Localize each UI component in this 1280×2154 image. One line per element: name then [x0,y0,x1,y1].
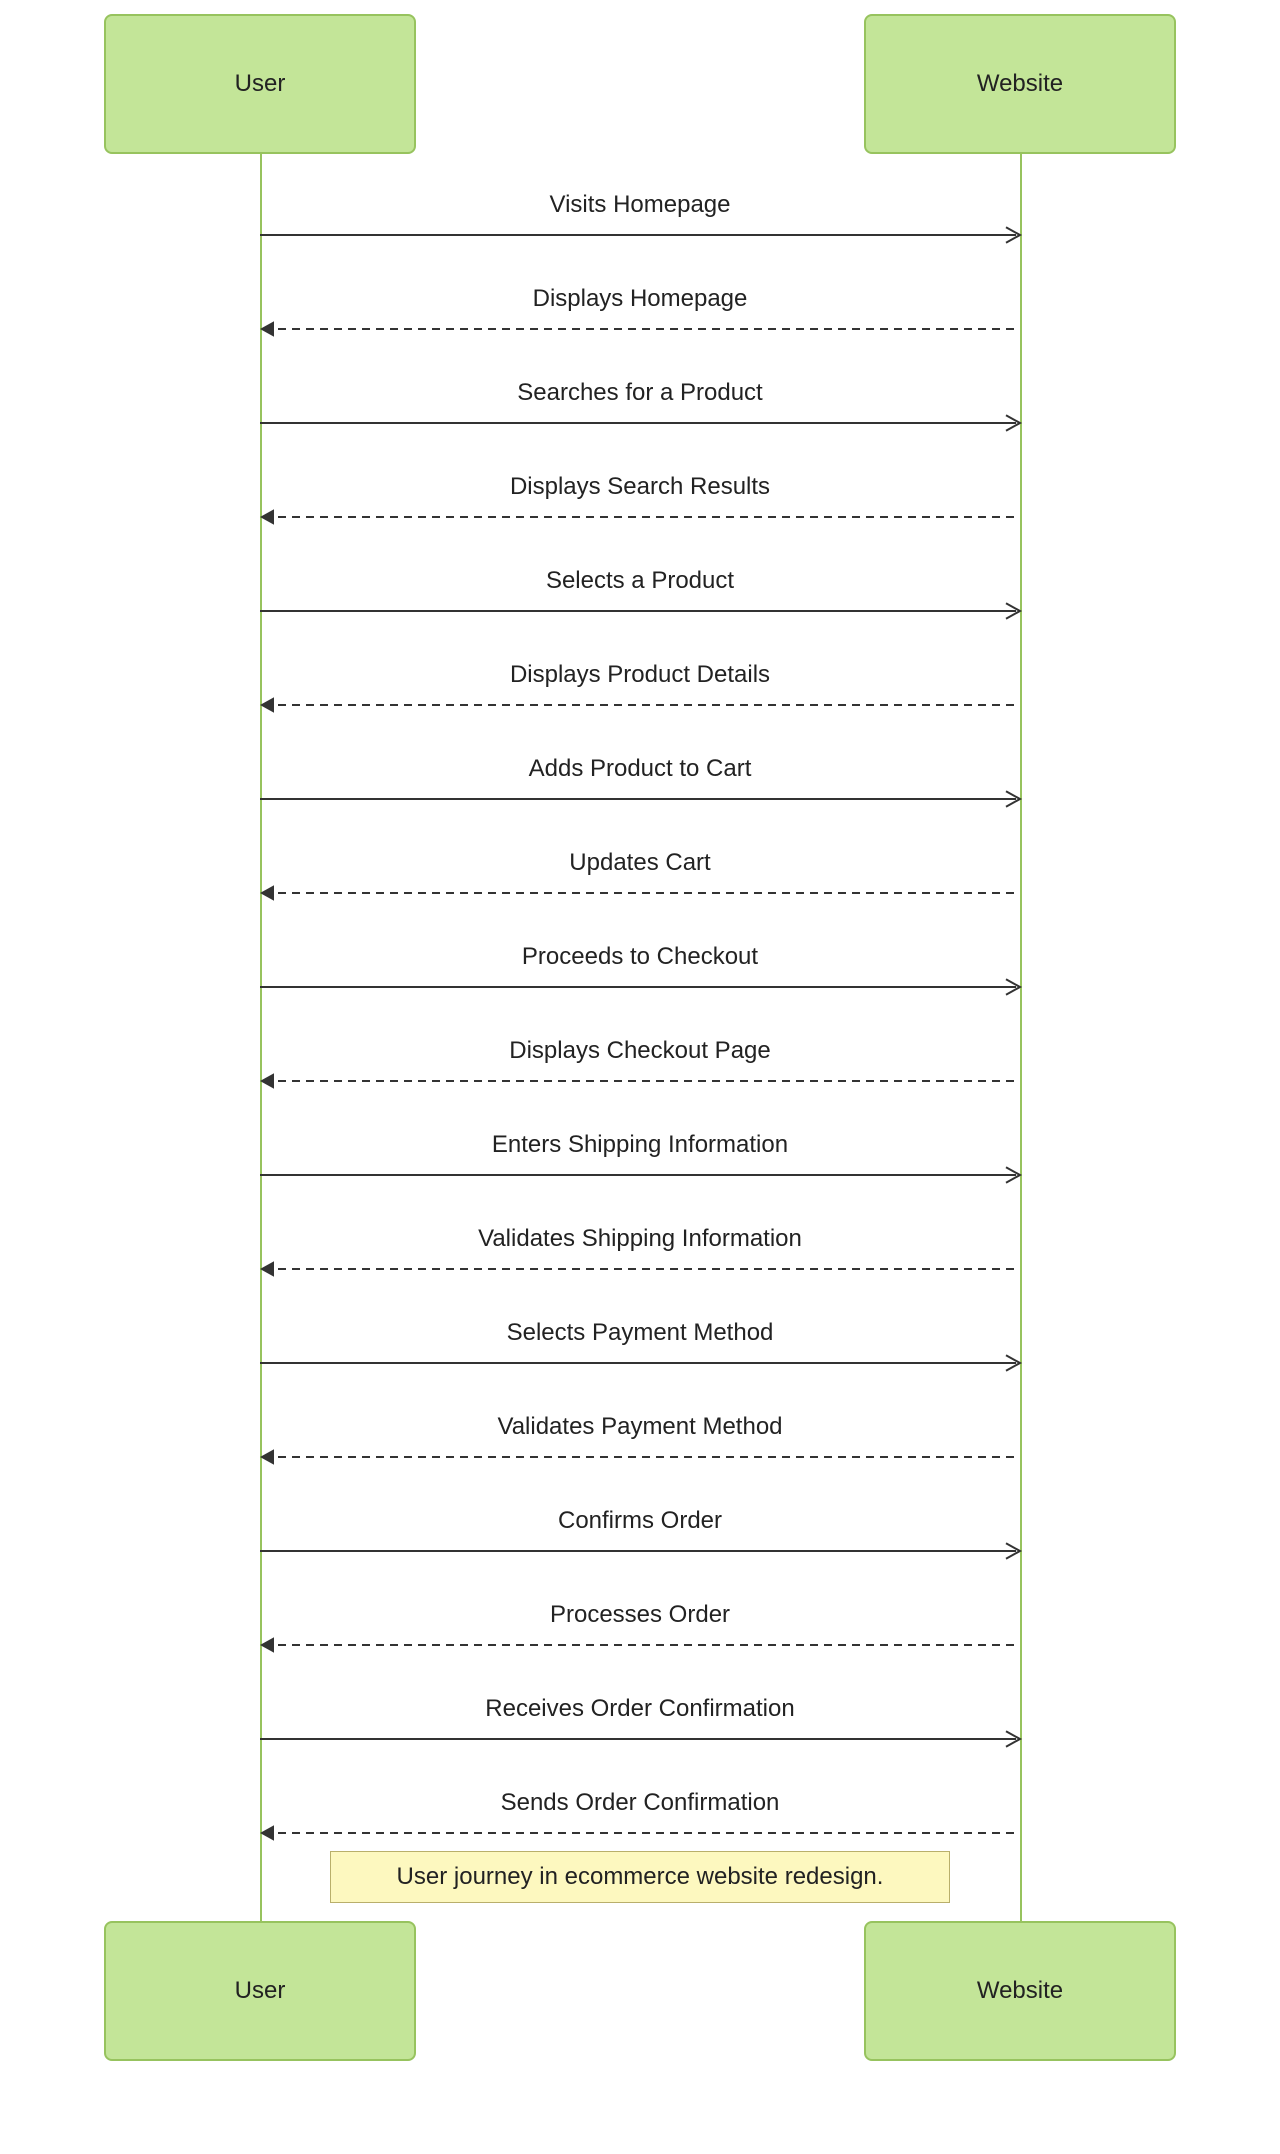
message-arrow [260,1445,1020,1469]
message-label: Searches for a Product [260,379,1020,407]
message-label: Processes Order [260,1601,1020,1629]
actor-label: User [235,1977,286,2005]
message-label: Displays Checkout Page [260,1037,1020,1065]
lifeline-website [1020,154,1022,1921]
message-arrow [260,1727,1020,1751]
message-label: Validates Payment Method [260,1413,1020,1441]
message-label: Receives Order Confirmation [260,1695,1020,1723]
message-arrow [260,1351,1020,1375]
message-label: Confirms Order [260,1507,1020,1535]
message-label: Selects Payment Method [260,1319,1020,1347]
message-arrow [260,1257,1020,1281]
message-arrow [260,975,1020,999]
message-label: Displays Search Results [260,473,1020,501]
message-arrow [260,1069,1020,1093]
message-arrow [260,1539,1020,1563]
message-label: Adds Product to Cart [260,755,1020,783]
message-label: Enters Shipping Information [260,1131,1020,1159]
message-label: Visits Homepage [260,191,1020,219]
message-arrow [260,693,1020,717]
message-arrow [260,599,1020,623]
note: User journey in ecommerce website redesi… [330,1851,950,1903]
actor-label: User [235,70,286,98]
message-arrow [260,881,1020,905]
actor-user-top: User [104,14,416,154]
message-arrow [260,1163,1020,1187]
message-label: Updates Cart [260,849,1020,877]
message-arrow [260,1821,1020,1845]
message-label: Proceeds to Checkout [260,943,1020,971]
actor-label: Website [977,1977,1063,2005]
actor-user-bottom: User [104,1921,416,2061]
message-arrow [260,1633,1020,1657]
actor-label: Website [977,70,1063,98]
actor-website-top: Website [864,14,1176,154]
message-label: Selects a Product [260,567,1020,595]
sequence-diagram: User Website Visits Homepage Displays Homep… [0,0,1280,2154]
message-label: Displays Homepage [260,285,1020,313]
message-label: Validates Shipping Information [260,1225,1020,1253]
actor-website-bottom: Website [864,1921,1176,2061]
message-label: Sends Order Confirmation [260,1789,1020,1817]
message-arrow [260,505,1020,529]
message-arrow [260,411,1020,435]
message-arrow [260,787,1020,811]
message-arrow [260,223,1020,247]
message-arrow [260,317,1020,341]
message-label: Displays Product Details [260,661,1020,689]
note-text: User journey in ecommerce website redesi… [397,1863,884,1891]
